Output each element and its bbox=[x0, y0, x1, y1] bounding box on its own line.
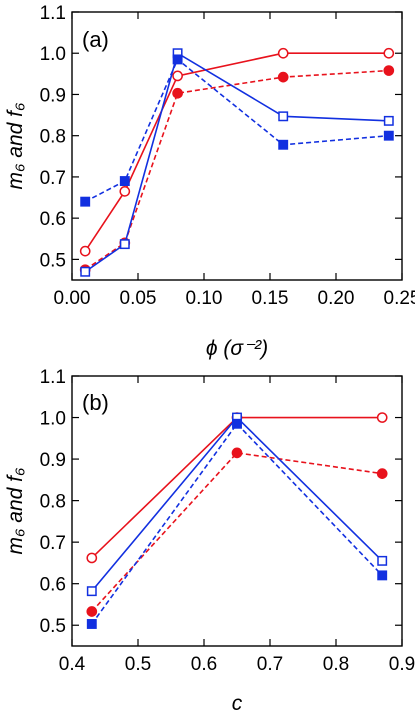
x-tick-label: 0.9 bbox=[389, 654, 415, 675]
series-line-3 bbox=[84, 58, 389, 203]
data-point-square bbox=[232, 418, 242, 429]
y-ticks-a: 0.5 0.6 0.7 0.8 0.9 1.0 1.1 bbox=[40, 3, 402, 271]
data-point-square bbox=[377, 570, 388, 581]
x-tick-label: 0.7 bbox=[257, 654, 283, 675]
data-point-square bbox=[377, 555, 388, 566]
data-point-circle bbox=[79, 245, 91, 257]
y-tick-label: 0.6 bbox=[40, 209, 66, 230]
data-point-circle bbox=[86, 606, 98, 617]
series-line-1 bbox=[91, 451, 383, 613]
y-axis-title-a: m₆ and f₆ bbox=[4, 102, 27, 189]
x-tick-label: 0.00 bbox=[54, 288, 91, 309]
data-point-circle bbox=[172, 70, 183, 82]
data-point-square bbox=[80, 196, 91, 207]
plot-frame-b bbox=[71, 375, 403, 647]
data-point-circle bbox=[231, 447, 243, 459]
y-tick-label: 0.6 bbox=[40, 575, 66, 596]
x-tick-label: 0.8 bbox=[323, 654, 349, 675]
plot-frame-a bbox=[71, 11, 403, 281]
x-ticks-a: 0.00 0.05 0.10 0.15 0.20 0.25 bbox=[54, 12, 415, 309]
x-tick-label: 0.10 bbox=[186, 288, 223, 309]
data-point-circle bbox=[376, 468, 388, 479]
panel-a: (a) ϕ (σ⁻²) m₆ and f₆ 0.00 0.05 0.10 0.15 0.… bbox=[4, 3, 415, 360]
data-point-square bbox=[86, 619, 97, 629]
x-ticks-b: 0.4 0.5 0.6 0.7 0.8 0.9 bbox=[59, 376, 415, 675]
data-point-square bbox=[172, 54, 183, 65]
y-tick-label: 1.1 bbox=[40, 367, 66, 388]
data-point-circle bbox=[277, 47, 289, 59]
x-axis-title-a: ϕ (σ⁻²) bbox=[206, 337, 268, 360]
series-b bbox=[86, 412, 388, 629]
x-tick-label: 0.4 bbox=[59, 654, 86, 675]
data-point-square bbox=[86, 586, 97, 597]
y-tick-label: 0.5 bbox=[40, 616, 66, 637]
x-axis-title-b: c bbox=[232, 692, 243, 715]
data-point-square bbox=[383, 130, 394, 141]
y-ticks-b: 0.5 0.6 0.7 0.8 0.9 1.0 1.1 bbox=[40, 367, 402, 637]
series-line-3 bbox=[91, 422, 383, 625]
y-tick-label: 1.0 bbox=[40, 44, 66, 65]
y-tick-label: 0.9 bbox=[40, 450, 66, 471]
y-tick-label: 0.7 bbox=[40, 168, 66, 189]
y-tick-label: 1.0 bbox=[40, 409, 66, 430]
series-line-2 bbox=[84, 52, 389, 273]
data-point-square bbox=[80, 266, 91, 277]
x-tick-label: 0.6 bbox=[191, 654, 217, 675]
panel-label-a: (a) bbox=[82, 27, 109, 52]
y-tick-label: 0.7 bbox=[40, 533, 66, 554]
y-tick-label: 0.8 bbox=[40, 127, 66, 148]
panel-b: (b) c m₆ and f₆ 0.4 0.5 0.6 0.7 0.8 0.9 0.50.… bbox=[4, 367, 415, 715]
x-tick-label: 0.15 bbox=[252, 288, 289, 309]
data-point-circle bbox=[86, 552, 98, 564]
data-point-circle bbox=[119, 186, 131, 197]
series-a bbox=[79, 47, 395, 277]
y-tick-label: 0.8 bbox=[40, 492, 66, 513]
data-point-circle bbox=[383, 65, 395, 76]
x-tick-label: 0.20 bbox=[318, 288, 355, 309]
x-tick-label: 0.05 bbox=[120, 288, 157, 309]
y-tick-label: 1.1 bbox=[40, 3, 66, 24]
data-point-square bbox=[119, 176, 130, 186]
data-point-square bbox=[119, 239, 130, 250]
panel-label-b: (b) bbox=[82, 390, 109, 415]
data-point-circle bbox=[172, 87, 183, 99]
data-point-circle bbox=[277, 71, 289, 83]
y-tick-label: 0.5 bbox=[40, 250, 66, 271]
series-line-1 bbox=[84, 69, 389, 271]
series-line-0 bbox=[91, 416, 383, 559]
x-tick-label: 0.5 bbox=[125, 654, 151, 675]
data-point-circle bbox=[383, 47, 395, 59]
y-axis-title-b: m₆ and f₆ bbox=[4, 467, 27, 554]
y-tick-label: 0.9 bbox=[40, 85, 66, 106]
data-point-square bbox=[278, 139, 289, 150]
data-point-square bbox=[383, 115, 394, 126]
x-tick-label: 0.25 bbox=[384, 288, 415, 309]
data-point-square bbox=[278, 111, 289, 122]
data-point-circle bbox=[376, 412, 388, 423]
